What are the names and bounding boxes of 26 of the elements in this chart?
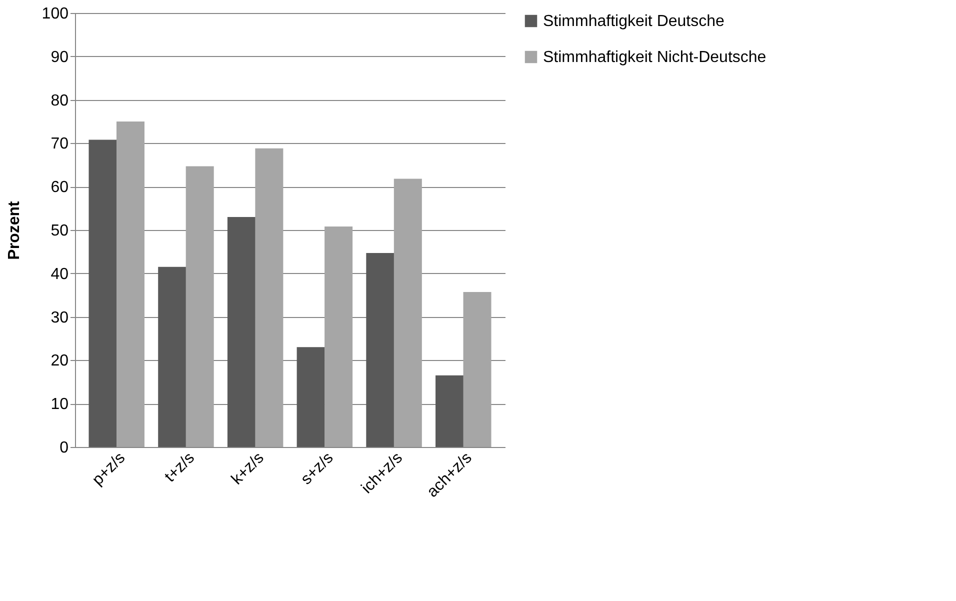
- y-tick-label: 10: [50, 396, 69, 414]
- y-axis-title: Prozent: [6, 200, 23, 260]
- y-tick-label: 100: [42, 6, 69, 22]
- bar: [186, 166, 214, 447]
- bar: [116, 122, 144, 447]
- bar: [366, 253, 394, 447]
- y-tick-label: 50: [50, 222, 69, 240]
- bar: [463, 292, 492, 447]
- bar: [436, 375, 464, 447]
- y-tick-label: 70: [50, 136, 69, 153]
- y-tick-label: 0: [60, 440, 69, 456]
- legend-label: Stimmhaftigkeit Nicht-Deutsche: [543, 49, 766, 66]
- y-tick-label: 80: [50, 92, 69, 110]
- y-tick-label: 30: [50, 309, 69, 326]
- bar: [296, 347, 325, 447]
- y-tick-label: 40: [50, 266, 69, 283]
- bar: [227, 216, 256, 447]
- bar: [324, 226, 353, 447]
- y-tick-label: 60: [50, 179, 69, 196]
- bar: [394, 178, 422, 447]
- legend-label: Stimmhaftigkeit Deutsche: [543, 13, 725, 30]
- bar: [158, 266, 186, 447]
- y-tick-label: 90: [50, 48, 69, 66]
- bar: [255, 148, 284, 447]
- bar: [88, 140, 117, 447]
- y-tick-label: 20: [50, 352, 69, 370]
